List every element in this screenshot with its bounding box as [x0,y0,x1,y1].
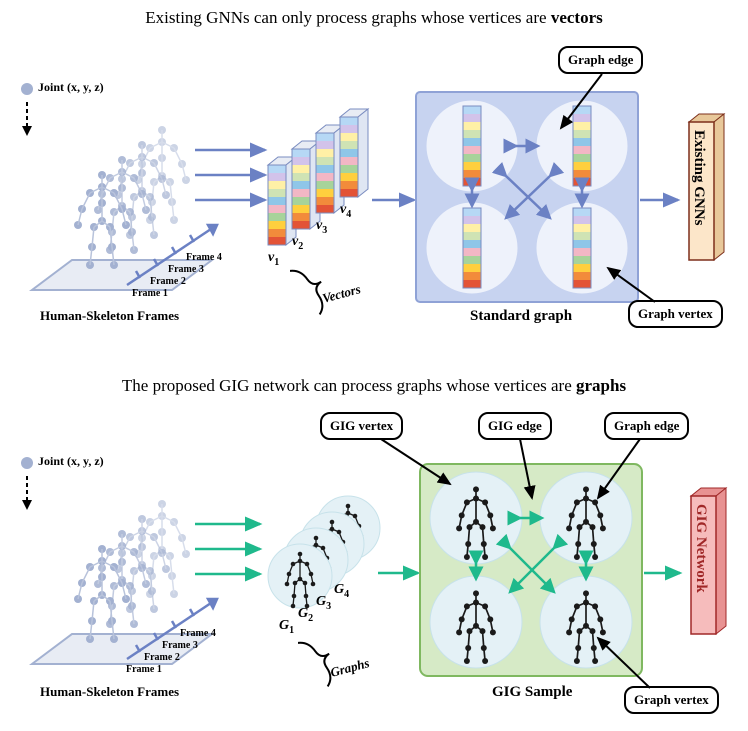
callout-gig-edge-arrow [510,436,560,506]
callout-edge-arrow [556,70,636,140]
joint-label-text-b: Joint (x, y, z) [38,454,104,469]
v4-label: v4 [340,202,351,220]
joint-dot-icon-b [18,454,36,472]
bottom-title: The proposed GIG network can process gra… [0,376,748,396]
callout-gig-vertex-arrow [376,436,486,506]
joint-dot-icon [18,80,36,98]
bottom-title-bold: graphs [576,376,626,395]
frames-caption-top: Human-Skeleton Frames [40,308,179,324]
gig-caption: GIG Sample [492,684,572,701]
g4-label: G4 [334,582,349,600]
top-title-prefix: Existing GNNs can only process graphs wh… [145,8,551,27]
bottom-title-prefix: The proposed GIG network can process gra… [122,376,576,395]
top-title-bold: vectors [551,8,603,27]
top-title: Existing GNNs can only process graphs wh… [0,8,748,28]
callout-vertex-arrow [600,262,670,312]
v3-label: v3 [316,218,327,236]
graph-caption-top: Standard graph [470,308,572,325]
callout-graph-vertex-arrow-b [590,630,670,700]
frame-label-2b: Frame 2 [144,652,180,663]
top-panel: Existing GNNs can only process graphs wh… [0,0,748,360]
gig-network-label: GIG Network [692,504,709,593]
frame-label-4: Frame 4 [186,252,222,263]
existing-gnn-label: Existing GNNs [690,130,707,225]
frame-label-2: Frame 2 [150,276,186,287]
frame-label-1: Frame 1 [132,288,168,299]
g3-label: G3 [316,594,331,612]
frame-label-3: Frame 3 [168,264,204,275]
joint-label-text: Joint (x, y, z) [38,80,104,95]
v1-label: v1 [268,250,279,268]
frame-label-1b: Frame 1 [126,664,162,675]
frame-label-4b: Frame 4 [180,628,216,639]
callout-graph-edge-arrow-b [590,436,660,516]
g1-label: G1 [279,618,294,636]
frame-label-3b: Frame 3 [162,640,198,651]
frames-caption-bottom: Human-Skeleton Frames [40,684,179,700]
bottom-panel: The proposed GIG network can process gra… [0,370,748,730]
